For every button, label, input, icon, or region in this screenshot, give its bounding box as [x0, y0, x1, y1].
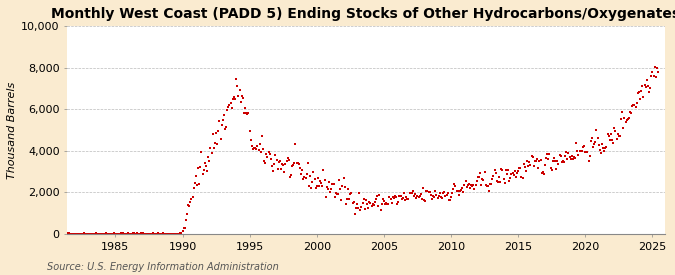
Title: Monthly West Coast (PADD 5) Ending Stocks of Other Hydrocarbons/Oxygenates: Monthly West Coast (PADD 5) Ending Stock…	[51, 7, 675, 21]
Text: Source: U.S. Energy Information Administration: Source: U.S. Energy Information Administ…	[47, 262, 279, 272]
Y-axis label: Thousand Barrels: Thousand Barrels	[7, 81, 17, 179]
